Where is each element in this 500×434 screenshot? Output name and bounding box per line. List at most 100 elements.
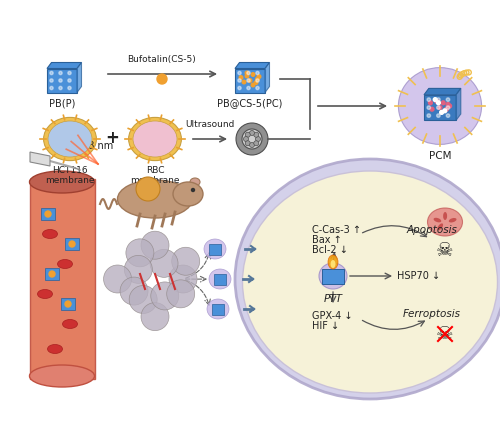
Circle shape: [250, 131, 254, 135]
Circle shape: [442, 101, 445, 105]
Circle shape: [49, 271, 55, 277]
Ellipse shape: [204, 239, 226, 259]
Ellipse shape: [235, 159, 500, 399]
Text: GPX-4 ↓: GPX-4 ↓: [312, 311, 352, 321]
Circle shape: [436, 98, 440, 102]
Polygon shape: [265, 62, 270, 92]
Ellipse shape: [449, 218, 456, 223]
Ellipse shape: [48, 345, 62, 354]
Circle shape: [242, 80, 246, 84]
Text: PB(P): PB(P): [49, 99, 75, 108]
Circle shape: [436, 101, 440, 105]
Circle shape: [446, 114, 450, 117]
Text: HIF ↓: HIF ↓: [312, 321, 339, 331]
Text: Ferroptosis: Ferroptosis: [403, 309, 461, 319]
Circle shape: [166, 280, 194, 308]
Circle shape: [59, 79, 62, 82]
Circle shape: [440, 111, 444, 114]
Text: RBC: RBC: [146, 166, 164, 175]
Circle shape: [446, 102, 450, 106]
Polygon shape: [65, 238, 79, 250]
Circle shape: [104, 265, 132, 293]
Polygon shape: [209, 244, 221, 255]
Circle shape: [247, 71, 250, 75]
Circle shape: [245, 74, 249, 78]
Text: Bcl-2 ↓: Bcl-2 ↓: [312, 245, 348, 255]
Circle shape: [435, 99, 438, 103]
Text: PCM: PCM: [429, 151, 451, 161]
Circle shape: [59, 86, 62, 90]
Text: Bufotalin(CS-5): Bufotalin(CS-5): [128, 55, 196, 64]
Circle shape: [124, 255, 152, 283]
Ellipse shape: [173, 182, 203, 206]
Circle shape: [245, 71, 249, 75]
Circle shape: [427, 106, 430, 109]
Circle shape: [443, 109, 446, 113]
Circle shape: [45, 211, 51, 217]
Circle shape: [251, 83, 255, 87]
Ellipse shape: [30, 365, 94, 387]
Circle shape: [436, 114, 440, 117]
Circle shape: [446, 98, 450, 102]
Circle shape: [427, 98, 430, 102]
Ellipse shape: [330, 260, 336, 268]
Circle shape: [151, 282, 179, 310]
Polygon shape: [214, 274, 226, 285]
Text: ☠: ☠: [436, 325, 454, 343]
Ellipse shape: [44, 118, 96, 161]
Circle shape: [256, 86, 259, 90]
Circle shape: [448, 104, 452, 108]
Text: PTT: PTT: [324, 294, 342, 304]
Polygon shape: [456, 89, 461, 120]
Polygon shape: [235, 69, 265, 92]
Circle shape: [68, 79, 71, 82]
Polygon shape: [47, 62, 82, 69]
Circle shape: [256, 79, 259, 82]
Text: +: +: [105, 129, 119, 147]
Circle shape: [444, 107, 448, 111]
Circle shape: [254, 141, 258, 146]
Polygon shape: [61, 298, 75, 310]
Ellipse shape: [209, 269, 231, 289]
Circle shape: [436, 106, 440, 109]
Ellipse shape: [62, 319, 78, 329]
Ellipse shape: [398, 68, 481, 145]
Circle shape: [247, 86, 250, 90]
Circle shape: [239, 76, 243, 79]
Circle shape: [256, 137, 260, 141]
Ellipse shape: [118, 180, 192, 218]
Ellipse shape: [58, 260, 72, 269]
Circle shape: [129, 286, 157, 313]
Text: HSP70 ↓: HSP70 ↓: [397, 271, 440, 281]
Circle shape: [141, 231, 169, 259]
Ellipse shape: [133, 121, 177, 157]
Circle shape: [50, 71, 53, 75]
Circle shape: [256, 77, 260, 81]
Circle shape: [430, 107, 434, 111]
Circle shape: [157, 74, 167, 84]
Circle shape: [250, 142, 254, 148]
Circle shape: [59, 71, 62, 75]
Polygon shape: [30, 152, 50, 166]
Circle shape: [428, 101, 432, 105]
Ellipse shape: [438, 224, 443, 230]
Circle shape: [254, 81, 258, 84]
Circle shape: [141, 302, 169, 331]
Circle shape: [236, 123, 268, 155]
Circle shape: [120, 277, 148, 305]
Circle shape: [238, 86, 241, 90]
Ellipse shape: [190, 178, 200, 186]
Circle shape: [50, 79, 53, 82]
Ellipse shape: [319, 263, 347, 289]
Circle shape: [136, 177, 160, 201]
Circle shape: [238, 79, 241, 82]
Circle shape: [169, 265, 197, 293]
Circle shape: [65, 301, 71, 307]
Circle shape: [257, 75, 261, 79]
Circle shape: [256, 71, 259, 75]
Ellipse shape: [38, 289, 52, 299]
Circle shape: [434, 98, 437, 102]
Circle shape: [50, 86, 53, 90]
Polygon shape: [47, 69, 77, 92]
Circle shape: [247, 79, 250, 82]
